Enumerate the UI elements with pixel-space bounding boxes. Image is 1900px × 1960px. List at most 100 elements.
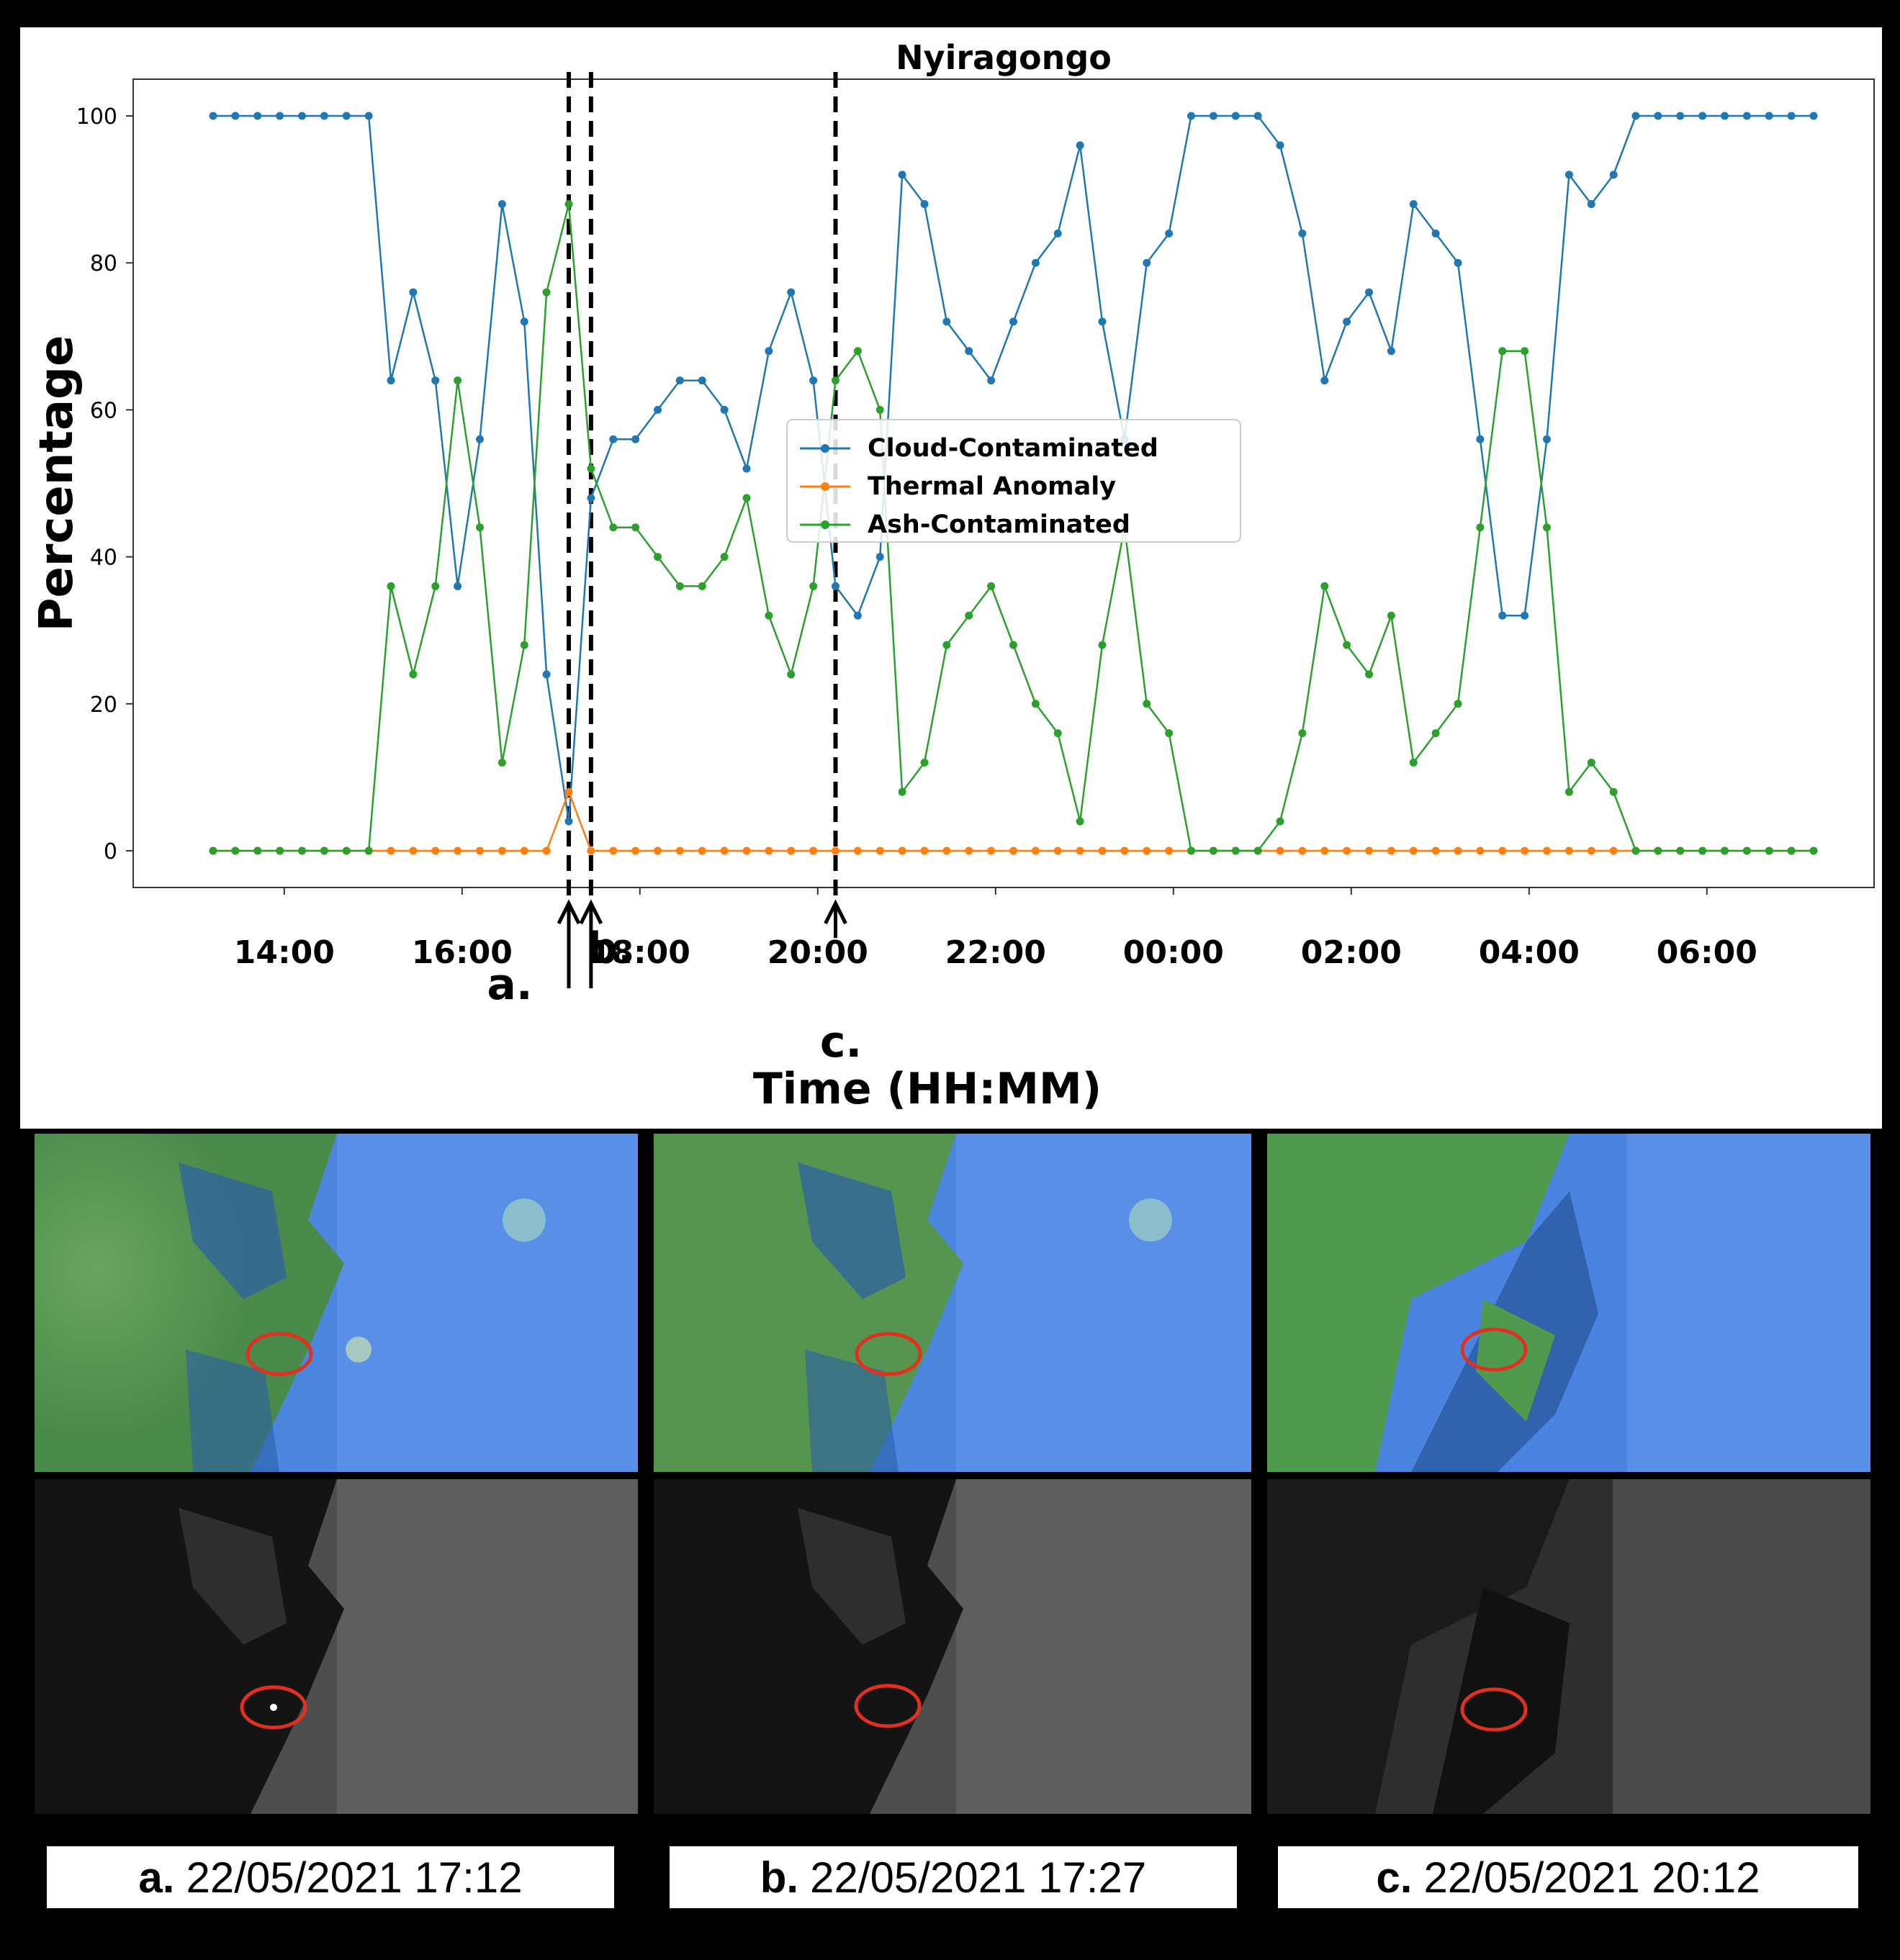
data-point xyxy=(209,112,217,120)
data-point xyxy=(1721,846,1729,855)
data-point xyxy=(1031,846,1040,855)
target-circle-icon xyxy=(246,1332,313,1376)
data-point xyxy=(1454,846,1462,855)
data-point xyxy=(431,582,440,590)
data-point xyxy=(1498,846,1507,855)
data-point xyxy=(742,846,751,855)
data-point xyxy=(1098,641,1107,649)
caption-c: c. 22/05/2021 20:12 xyxy=(1278,1846,1858,1908)
data-point xyxy=(742,494,751,502)
caption-letter: b. xyxy=(760,1853,799,1902)
data-point xyxy=(1298,229,1307,238)
data-point xyxy=(698,376,706,385)
data-point xyxy=(1343,641,1351,649)
data-point xyxy=(1143,700,1151,708)
data-point xyxy=(542,670,551,679)
data-point xyxy=(920,758,929,767)
data-point xyxy=(1231,112,1240,120)
data-point xyxy=(1409,200,1418,209)
data-point xyxy=(1053,729,1062,738)
event-marker-label: b. xyxy=(587,923,634,974)
data-point xyxy=(454,846,462,855)
data-point xyxy=(1809,846,1818,855)
data-point xyxy=(1676,112,1685,120)
y-tick-label: 40 xyxy=(90,546,117,571)
data-point xyxy=(431,376,440,385)
data-point xyxy=(920,200,929,209)
data-point xyxy=(1253,846,1262,855)
data-point xyxy=(1253,112,1262,120)
data-point xyxy=(1431,729,1440,738)
legend-entry: Thermal Anomaly xyxy=(868,472,1116,501)
data-point xyxy=(1165,846,1174,855)
data-point xyxy=(1698,846,1707,855)
data-point xyxy=(1320,582,1329,590)
data-point xyxy=(720,405,729,414)
series xyxy=(209,112,1818,855)
data-point xyxy=(476,435,484,443)
data-point xyxy=(364,846,373,855)
data-point xyxy=(587,846,595,855)
legend-swatch-dot xyxy=(821,520,829,529)
data-point xyxy=(832,582,839,590)
data-point xyxy=(1543,523,1551,532)
target-circle-icon xyxy=(240,1685,307,1730)
data-point xyxy=(1320,846,1329,855)
data-point xyxy=(564,817,573,826)
data-point xyxy=(675,582,684,590)
data-point xyxy=(1187,846,1195,855)
legend-entry: Cloud-Contaminated xyxy=(868,434,1158,463)
legend-swatch-dot xyxy=(821,482,829,491)
data-point xyxy=(1409,846,1418,855)
data-point xyxy=(231,112,240,120)
data-point xyxy=(1564,787,1573,796)
data-point xyxy=(654,846,662,855)
data-point xyxy=(965,611,973,620)
data-point xyxy=(1476,846,1485,855)
legend-entry: Ash-Contaminated xyxy=(868,510,1130,539)
x-tick-label: 14:00 xyxy=(234,934,335,971)
data-point xyxy=(698,582,706,590)
caption-text: 22/05/2021 17:12 xyxy=(186,1853,523,1902)
data-point xyxy=(409,288,418,297)
data-point xyxy=(1498,611,1507,620)
data-point xyxy=(1431,846,1440,855)
target-circle-icon xyxy=(1460,1327,1528,1372)
data-point xyxy=(832,376,839,385)
data-point xyxy=(564,787,573,796)
data-point xyxy=(1143,258,1151,267)
data-point xyxy=(387,846,395,855)
legend-box xyxy=(786,419,1241,543)
data-point xyxy=(1365,846,1373,855)
data-point xyxy=(1609,787,1618,796)
data-point xyxy=(431,846,440,855)
data-point xyxy=(675,846,684,855)
data-point xyxy=(809,846,818,855)
data-point xyxy=(1409,758,1418,767)
data-point xyxy=(853,611,862,620)
data-point xyxy=(1609,171,1618,179)
data-point xyxy=(1387,611,1395,620)
data-point xyxy=(1031,258,1040,267)
data-point xyxy=(1365,670,1373,679)
data-point xyxy=(1631,112,1640,120)
data-point xyxy=(1564,171,1573,179)
caption-a: a. 22/05/2021 17:12 xyxy=(47,1846,614,1908)
data-point xyxy=(1454,700,1462,708)
data-point xyxy=(320,846,328,855)
data-point xyxy=(1143,846,1151,855)
data-point xyxy=(542,288,551,297)
data-point xyxy=(1454,258,1462,267)
data-point xyxy=(1431,229,1440,238)
data-point xyxy=(965,347,973,356)
data-point xyxy=(364,112,373,120)
data-point xyxy=(497,200,506,209)
x-tick-label: 16:00 xyxy=(412,934,513,971)
data-point xyxy=(520,317,528,326)
caption-letter: c. xyxy=(1376,1853,1413,1902)
x-tick-label: 18:00 xyxy=(590,934,690,971)
data-point xyxy=(675,376,684,385)
x-tick-label: 04:00 xyxy=(1479,934,1580,971)
data-point xyxy=(1320,376,1329,385)
data-point xyxy=(1387,846,1395,855)
